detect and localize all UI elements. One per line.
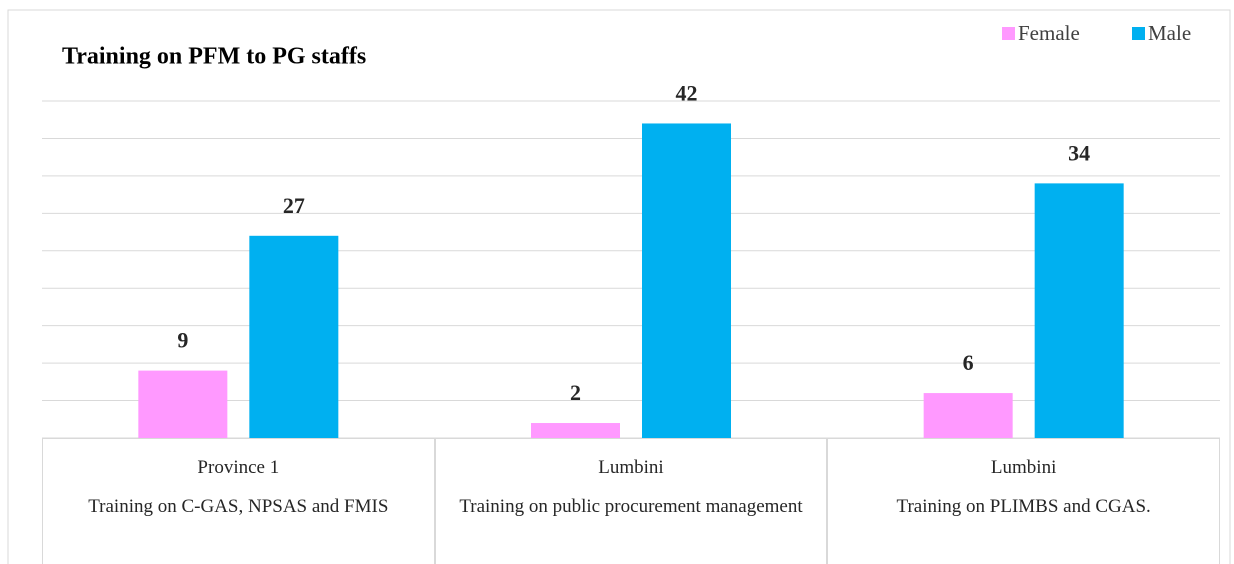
data-label: 9 — [177, 328, 188, 353]
x-tick-sublabel: Training on public procurement managemen… — [459, 496, 803, 517]
data-label: 42 — [676, 81, 698, 106]
category-cell: Lumbini Training on PLIMBS and CGAS. — [827, 438, 1220, 564]
legend-swatch — [1132, 27, 1145, 40]
legend-label: Male — [1148, 21, 1191, 45]
data-label: 6 — [963, 350, 974, 375]
data-label: 27 — [283, 193, 305, 218]
legend-swatch — [1002, 27, 1015, 40]
bar — [249, 235, 339, 438]
x-tick-label: Lumbini — [598, 457, 664, 478]
x-tick-sublabel: Training on PLIMBS and CGAS. — [896, 496, 1151, 517]
bar — [138, 370, 228, 438]
data-label: 34 — [1068, 140, 1090, 165]
data-label: 2 — [570, 380, 581, 405]
x-tick-label: Lumbini — [990, 457, 1057, 478]
bar — [642, 123, 731, 438]
legend-label: Female — [1018, 21, 1080, 45]
chart-title: Training on PFM to PG staffs — [62, 44, 366, 70]
bar — [923, 393, 1013, 438]
category-cell: Province 1 Training on C-GAS, NPSAS and F… — [42, 438, 435, 564]
x-tick-label: Province 1 — [197, 457, 280, 478]
chart-frame — [7, 9, 1231, 564]
bar — [531, 423, 620, 438]
bar — [1034, 183, 1124, 438]
x-tick-sublabel: Training on C-GAS, NPSAS and FMIS — [88, 496, 389, 517]
category-cell: Lumbini Training on public procurement ma… — [434, 438, 828, 564]
